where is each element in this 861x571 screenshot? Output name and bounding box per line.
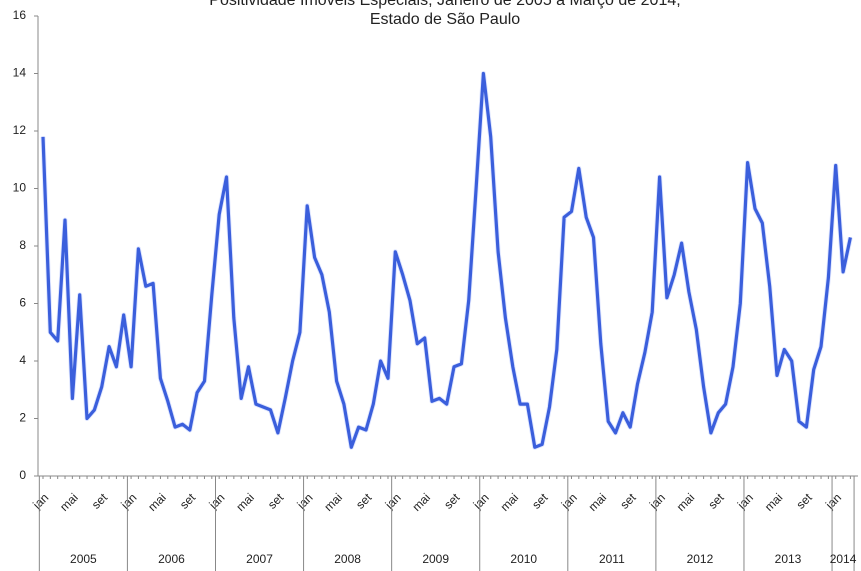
- chart-subtitle: Estado de São Paulo: [370, 11, 520, 28]
- y-tick-label: 8: [19, 238, 26, 252]
- year-label: 2007: [246, 552, 273, 566]
- x-tick-label: set: [617, 490, 639, 512]
- x-tick-label: set: [353, 490, 375, 512]
- y-tick-label: 2: [19, 411, 26, 425]
- year-label: 2006: [158, 552, 185, 566]
- x-tick-label: mai: [409, 490, 433, 514]
- x-tick-label: set: [529, 490, 551, 512]
- x-tick-label: mai: [498, 490, 522, 514]
- x-tick-label: mai: [233, 490, 257, 514]
- y-tick-label: 4: [19, 353, 26, 367]
- x-tick-label: jan: [29, 490, 51, 512]
- x-tick-label: mai: [762, 490, 786, 514]
- x-tick-label: jan: [734, 490, 756, 512]
- data-line: [41, 71, 852, 449]
- x-tick-label: set: [705, 490, 727, 512]
- chart-title: Positividade Imóveis Especiais, Janeiro …: [209, 0, 680, 9]
- year-label: 2010: [510, 552, 537, 566]
- x-tick-label: mai: [57, 490, 81, 514]
- y-tick-label: 0: [19, 468, 26, 482]
- y-tick-label: 10: [13, 181, 27, 195]
- x-tick-label: set: [265, 490, 287, 512]
- x-tick-label: jan: [294, 490, 316, 512]
- y-tick-label: 6: [19, 296, 26, 310]
- x-tick-label: set: [793, 490, 815, 512]
- year-label: 2014: [830, 552, 857, 566]
- x-tick-label: mai: [321, 490, 345, 514]
- x-tick-label: jan: [822, 490, 844, 512]
- year-label: 2005: [70, 552, 97, 566]
- y-tick-label: 16: [13, 8, 27, 22]
- y-tick-label: 12: [13, 123, 27, 137]
- x-tick-label: set: [177, 490, 199, 512]
- year-label: 2011: [599, 552, 625, 566]
- x-tick-label: jan: [118, 490, 140, 512]
- x-tick-label: set: [89, 490, 111, 512]
- y-tick-label: 14: [13, 66, 27, 80]
- x-tick-label: set: [441, 490, 463, 512]
- year-label: 2008: [334, 552, 361, 566]
- year-label: 2013: [775, 552, 802, 566]
- year-label: 2012: [687, 552, 714, 566]
- x-tick-label: jan: [558, 490, 580, 512]
- x-tick-label: jan: [382, 490, 404, 512]
- x-tick-label: jan: [646, 490, 668, 512]
- x-tick-label: jan: [206, 490, 228, 512]
- x-tick-label: mai: [145, 490, 169, 514]
- x-tick-label: mai: [674, 490, 698, 514]
- year-label: 2009: [422, 552, 449, 566]
- x-tick-label: mai: [586, 490, 610, 514]
- x-tick-label: jan: [470, 490, 492, 512]
